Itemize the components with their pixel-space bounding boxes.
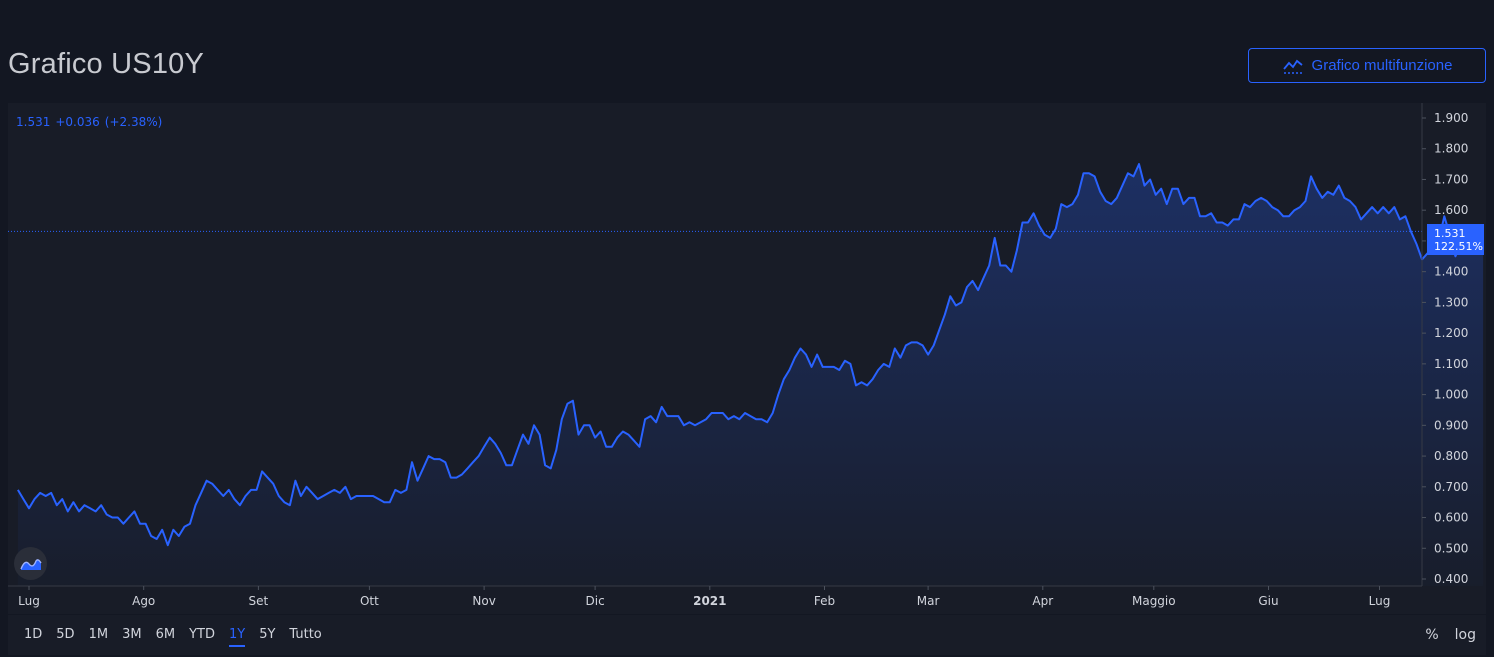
percent-scale-toggle[interactable]: %	[1425, 627, 1439, 643]
range-button-ytd[interactable]: YTD	[189, 627, 215, 642]
quote-change-pct: (+2.38%)	[104, 115, 163, 129]
price-chart[interactable]: 1.9001.8001.7001.6001.5001.4001.3001.200…	[0, 0, 1494, 615]
x-tick-label: Feb	[814, 594, 835, 608]
x-tick-label: 2021	[693, 594, 726, 608]
y-tick-label: 0.900	[1434, 418, 1468, 432]
x-tick-label: Mar	[917, 594, 940, 608]
y-tick-label: 0.800	[1434, 449, 1468, 463]
quote-readout: 1.531 +0.036 (+2.38%)	[16, 115, 167, 129]
last-price-pct: 122.51%	[1434, 240, 1483, 253]
range-button-1d[interactable]: 1D	[24, 627, 43, 642]
y-tick-label: 0.500	[1434, 541, 1468, 555]
last-price-value: 1.531	[1434, 227, 1466, 240]
range-toolbar: 1D 5D 1M 3M 6M YTD 1Y 5Y Tutto % log	[8, 615, 1486, 655]
x-tick-label: Apr	[1032, 594, 1053, 608]
y-tick-label: 1.600	[1434, 203, 1468, 217]
tradingview-logo-icon[interactable]	[14, 547, 47, 580]
y-tick-label: 1.100	[1434, 357, 1468, 371]
range-button-1y[interactable]: 1Y	[222, 615, 252, 655]
y-tick-label: 1.400	[1434, 265, 1468, 279]
series-line[interactable]	[17, 163, 1484, 547]
x-tick-label: Nov	[472, 594, 495, 608]
y-tick-label: 1.000	[1434, 388, 1468, 402]
range-button-5y[interactable]: 5Y	[259, 627, 276, 642]
range-button-3m[interactable]: 3M	[122, 627, 142, 642]
y-tick-label: 1.800	[1434, 142, 1468, 156]
y-tick-label: 0.600	[1434, 511, 1468, 525]
x-tick-label: Ott	[360, 594, 379, 608]
x-tick-label: Ago	[132, 594, 155, 608]
x-tick-label: Giu	[1258, 594, 1278, 608]
log-scale-toggle[interactable]: log	[1454, 627, 1476, 643]
series-area-fill	[17, 164, 1484, 586]
page-title: Grafico US10Y	[8, 48, 205, 80]
chart-line-icon	[1282, 59, 1303, 74]
quote-change: +0.036	[55, 115, 100, 129]
multi-chart-button-label: Grafico multifunzione	[1311, 57, 1453, 74]
x-tick-label: Set	[249, 594, 269, 608]
multi-chart-button[interactable]: Grafico multifunzione	[1248, 48, 1486, 83]
y-tick-label: 1.900	[1434, 111, 1468, 125]
y-tick-label: 1.700	[1434, 172, 1468, 186]
y-tick-label: 0.400	[1434, 572, 1468, 586]
x-tick-label: Lug	[18, 594, 40, 608]
range-button-6m[interactable]: 6M	[155, 627, 176, 642]
range-button-5d[interactable]: 5D	[56, 627, 75, 642]
quote-price: 1.531	[16, 115, 51, 129]
range-button-tutto[interactable]: Tutto	[289, 627, 322, 642]
y-tick-label: 1.300	[1434, 295, 1468, 309]
x-tick-label: Dic	[586, 594, 605, 608]
x-tick-label: Lug	[1369, 594, 1391, 608]
y-tick-label: 0.700	[1434, 480, 1468, 494]
last-price-badge: 1.531 122.51%	[1427, 224, 1484, 255]
range-button-1m[interactable]: 1M	[88, 627, 109, 642]
x-tick-label: Maggio	[1132, 594, 1176, 608]
y-tick-label: 1.200	[1434, 326, 1468, 340]
